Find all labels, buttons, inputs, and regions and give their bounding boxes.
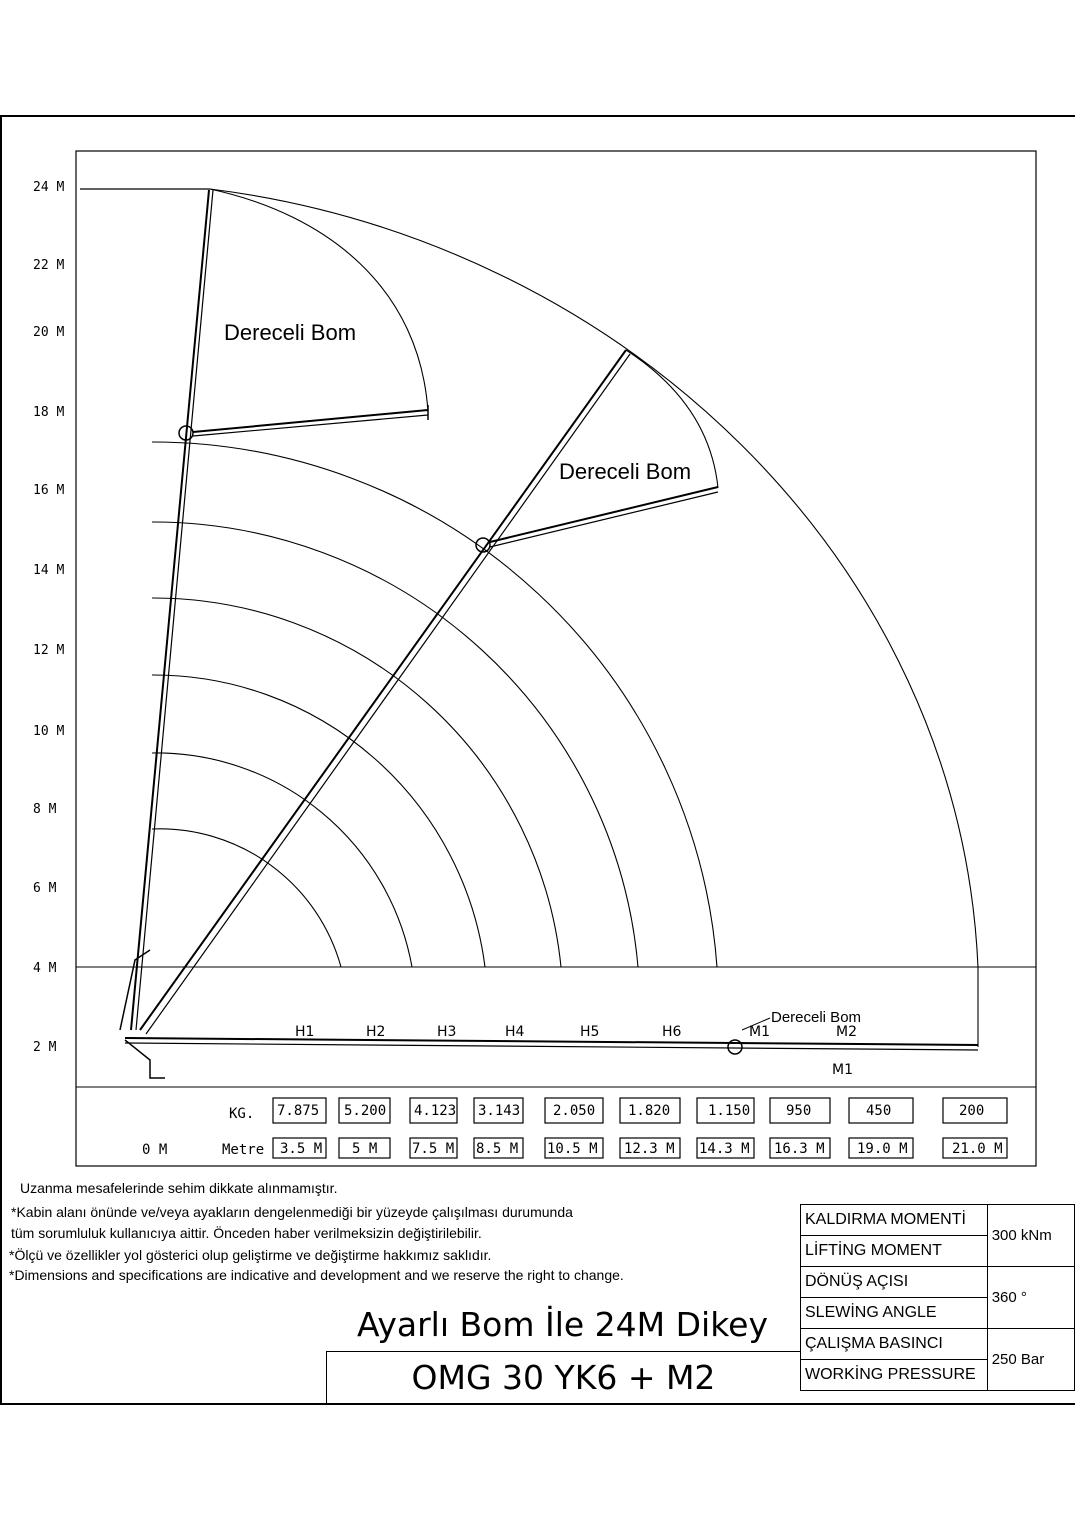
distance-value: 3.5 M bbox=[280, 1141, 322, 1157]
metre-label: Metre bbox=[222, 1142, 264, 1158]
note-line-3: tüm sorumluluk kullanıcıya aittir. Önced… bbox=[11, 1225, 482, 1241]
distance-values: 3.5 M 5 M 7.5 M 8.5 M 10.5 M 12.3 M 14.3… bbox=[280, 1141, 1003, 1157]
note-line-4: *Ölçü ve özellikler yol gösterici olup g… bbox=[9, 1247, 492, 1263]
load-value: 1.150 bbox=[708, 1103, 750, 1119]
distance-value: 10.5 M bbox=[547, 1141, 598, 1157]
note-line-1: Uzanma mesafelerinde sehim dikkate alınm… bbox=[20, 1180, 338, 1196]
spec-value: 250 Bar bbox=[986, 1328, 1075, 1391]
jib-envelope-arc-mid bbox=[625, 349, 719, 489]
boom-label-horizontal: Dereceli Bom bbox=[771, 1009, 861, 1026]
section-label-h3: H3 bbox=[437, 1024, 456, 1040]
plot-frame bbox=[75, 150, 1037, 1167]
model-title: OMG 30 YK6 + M2 bbox=[326, 1351, 800, 1403]
distance-value: 21.0 M bbox=[952, 1141, 1003, 1157]
spec-label-tr: DÖNÜŞ AÇISI bbox=[800, 1266, 988, 1298]
y-label: 16 M bbox=[33, 483, 64, 498]
distance-value: 7.5 M bbox=[412, 1141, 454, 1157]
spec-value: 300 kNm bbox=[986, 1204, 1075, 1267]
diagonal-boom bbox=[139, 349, 719, 1035]
reach-arc bbox=[151, 597, 562, 968]
spec-label-en: SLEWİNG ANGLE bbox=[800, 1297, 988, 1329]
section-label-m1-bottom: M1 bbox=[832, 1062, 853, 1078]
load-value: 5.200 bbox=[344, 1103, 386, 1119]
load-value: 7.875 bbox=[277, 1103, 319, 1119]
distance-value: 8.5 M bbox=[476, 1141, 518, 1157]
load-value: 3.143 bbox=[478, 1103, 520, 1119]
distance-value: 16.3 M bbox=[774, 1141, 825, 1157]
reach-arc bbox=[151, 674, 486, 968]
load-value: 450 bbox=[866, 1103, 891, 1119]
y-label: 20 M bbox=[33, 325, 64, 340]
section-label-h2: H2 bbox=[366, 1024, 385, 1040]
section-label-m2: M2 bbox=[836, 1024, 857, 1040]
section-label-m1: M1 bbox=[749, 1024, 770, 1040]
reach-arc bbox=[151, 752, 413, 968]
y-label: 24 M bbox=[33, 180, 64, 195]
reach-arc bbox=[151, 521, 639, 968]
spec-label-en: WORKİNG PRESSURE bbox=[800, 1359, 988, 1391]
jib-envelope-arc-top bbox=[209, 188, 429, 413]
section-label-h1: H1 bbox=[295, 1024, 314, 1040]
y-label: 4 M bbox=[33, 961, 57, 976]
y-label: 14 M bbox=[33, 563, 64, 578]
horizontal-boom bbox=[119, 949, 979, 1079]
drawing-title: Ayarlı Bom İle 24M Dikey bbox=[357, 1305, 768, 1344]
distance-value: 5 M bbox=[352, 1141, 377, 1157]
note-line-2: *Kabin alanı önünde ve/veya ayakların de… bbox=[11, 1204, 573, 1220]
y-label: 2 M bbox=[33, 1040, 57, 1055]
spec-label-en: LİFTİNG MOMENT bbox=[800, 1235, 988, 1267]
y-label: 8 M bbox=[33, 802, 57, 817]
load-value: 2.050 bbox=[553, 1103, 595, 1119]
spec-label-tr: ÇALIŞMA BASINCI bbox=[800, 1328, 988, 1360]
section-label-h5: H5 bbox=[580, 1024, 599, 1040]
load-value: 200 bbox=[959, 1103, 984, 1119]
drawing-sheet bbox=[0, 115, 1075, 1405]
outer-envelope-arc bbox=[209, 188, 979, 1047]
reach-arc bbox=[151, 828, 342, 968]
y-label: 6 M bbox=[33, 881, 57, 896]
distance-value: 14.3 M bbox=[699, 1141, 750, 1157]
note-line-5: *Dimensions and specifications are indic… bbox=[9, 1267, 624, 1283]
section-label-h4: H4 bbox=[505, 1024, 525, 1040]
distance-value: 12.3 M bbox=[624, 1141, 675, 1157]
reach-arcs bbox=[151, 188, 979, 1047]
origin-label: 0 M bbox=[142, 1142, 167, 1158]
boom-label-vertical: Dereceli Bom bbox=[224, 320, 356, 345]
vertical-boom bbox=[130, 189, 429, 1031]
crane-reach-diagram: 24 M 22 M 20 M 18 M 16 M 14 M 12 M 10 M … bbox=[33, 150, 1037, 1167]
y-label: 18 M bbox=[33, 405, 64, 420]
section-label-h6: H6 bbox=[662, 1024, 682, 1040]
y-label: 10 M bbox=[33, 724, 64, 739]
section-labels: H1 H2 H3 H4 H5 H6 M1 M2 M1 bbox=[295, 1024, 857, 1078]
distance-value: 19.0 M bbox=[857, 1141, 908, 1157]
y-label: 12 M bbox=[33, 643, 64, 658]
load-value: 950 bbox=[786, 1103, 811, 1119]
spec-table: KALDIRMA MOMENTİ 300 kNm LİFTİNG MOMENT … bbox=[800, 1204, 1075, 1391]
load-boxes bbox=[272, 1097, 1008, 1159]
boom-label-diagonal: Dereceli Bom bbox=[559, 459, 691, 484]
load-value: 1.820 bbox=[628, 1103, 670, 1119]
load-value: 4.123 bbox=[414, 1103, 456, 1119]
load-values: 7.875 5.200 4.123 3.143 2.050 1.820 1.15… bbox=[277, 1103, 984, 1119]
y-axis: 24 M 22 M 20 M 18 M 16 M 14 M 12 M 10 M … bbox=[33, 180, 64, 1055]
y-label: 22 M bbox=[33, 258, 64, 273]
reach-arc bbox=[151, 441, 718, 968]
kg-label: KG. bbox=[229, 1106, 254, 1122]
spec-value: 360 ° bbox=[986, 1266, 1075, 1329]
spec-label-tr: KALDIRMA MOMENTİ bbox=[800, 1204, 988, 1236]
